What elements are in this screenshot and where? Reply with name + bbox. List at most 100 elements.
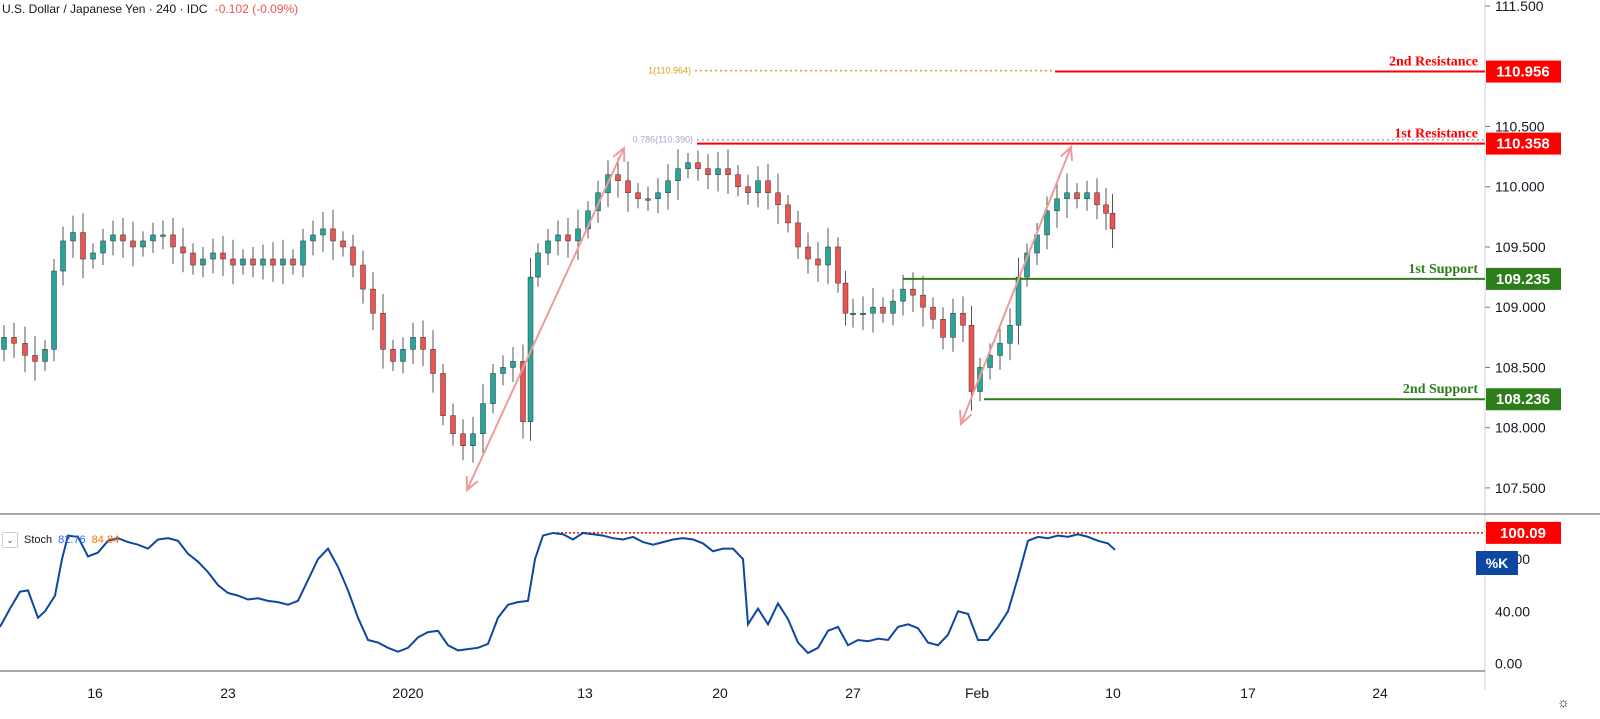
fib-level-label: 0.786(110.390) bbox=[633, 135, 693, 145]
candle-up bbox=[665, 180, 671, 194]
candle-up bbox=[480, 403, 486, 434]
candle-down bbox=[80, 232, 86, 260]
candle-down bbox=[930, 306, 936, 320]
candle-down bbox=[450, 415, 456, 434]
candle-down bbox=[380, 312, 386, 350]
candle-down bbox=[270, 258, 276, 266]
candle-down bbox=[120, 234, 126, 242]
settings-gear-icon[interactable]: ☼ bbox=[1557, 694, 1570, 710]
candle-up bbox=[987, 355, 993, 368]
candle-down bbox=[960, 312, 966, 326]
candle-up bbox=[500, 367, 506, 374]
candle-up bbox=[310, 234, 316, 242]
candle-down bbox=[968, 325, 975, 392]
candle-up bbox=[655, 192, 661, 200]
sr-price-tag-label: 110.358 bbox=[1496, 136, 1549, 153]
candle-down bbox=[420, 337, 426, 350]
time-axis-label: 10 bbox=[1105, 685, 1121, 701]
symbol-label: U.S. Dollar / Japanese Yen · 240 · IDC bbox=[2, 2, 208, 16]
candle-up bbox=[70, 232, 76, 242]
candle-down bbox=[340, 240, 346, 248]
candle-down bbox=[22, 343, 28, 356]
trend-arrow-line bbox=[960, 146, 1072, 425]
candle-down bbox=[330, 228, 336, 242]
time-axis-label: 13 bbox=[577, 685, 593, 701]
candle-up bbox=[685, 162, 691, 169]
candle-up bbox=[400, 349, 406, 362]
candle-down bbox=[775, 192, 781, 206]
candle-down bbox=[1109, 212, 1116, 230]
candle-up bbox=[160, 234, 166, 237]
candle-up bbox=[42, 349, 48, 362]
candle-down bbox=[440, 373, 446, 416]
candle-up bbox=[950, 312, 956, 338]
candle-up bbox=[825, 246, 831, 266]
price-axis-label: 109.000 bbox=[1495, 299, 1546, 315]
osc-axis-label: 40.00 bbox=[1495, 603, 1530, 619]
candle-up bbox=[510, 361, 516, 368]
candle-up bbox=[470, 433, 476, 446]
candle-up bbox=[110, 234, 116, 242]
price-axis-label: 109.500 bbox=[1495, 239, 1546, 255]
candle-up bbox=[260, 258, 266, 266]
candle-up bbox=[280, 258, 286, 266]
trend-arrow-line bbox=[466, 147, 625, 491]
candle-up bbox=[860, 312, 866, 315]
candle-up bbox=[755, 180, 761, 194]
trend-arrow-head bbox=[958, 409, 972, 427]
stoch-k-value: 82.76 bbox=[58, 534, 86, 546]
change-label: -0.102 (-0.09%) bbox=[214, 2, 299, 16]
candle-up bbox=[870, 306, 876, 314]
candle-down bbox=[815, 258, 821, 266]
candle-up bbox=[51, 270, 57, 350]
price-axis-label: 110.000 bbox=[1495, 179, 1545, 195]
time-axis-label: 20 bbox=[712, 685, 728, 701]
candle-up bbox=[1044, 210, 1050, 236]
sr-price-tag bbox=[1486, 267, 1561, 290]
candle-down bbox=[1103, 204, 1109, 214]
candle-down bbox=[220, 252, 226, 260]
candle-down bbox=[880, 306, 886, 314]
time-axis-label: 23 bbox=[220, 685, 236, 701]
trend-arrow-head bbox=[1060, 144, 1074, 162]
candle-down bbox=[170, 234, 176, 248]
candle-down bbox=[520, 361, 526, 422]
candle-up bbox=[1, 337, 7, 350]
candle-down bbox=[920, 294, 926, 308]
time-axis-label: Feb bbox=[965, 685, 989, 701]
candle-up bbox=[1084, 192, 1090, 200]
candle-down bbox=[350, 246, 356, 266]
candle-down bbox=[230, 258, 236, 266]
candle-down bbox=[835, 246, 841, 284]
candle-down bbox=[250, 258, 256, 266]
candle-up bbox=[900, 288, 906, 302]
candle-up bbox=[675, 168, 681, 181]
candle-down bbox=[190, 252, 196, 266]
candle-up bbox=[320, 228, 326, 236]
candle-up bbox=[555, 234, 561, 242]
sr-price-tag-label: 110.956 bbox=[1496, 64, 1549, 81]
collapse-icon[interactable]: ⌄ bbox=[2, 532, 18, 548]
candle-up bbox=[645, 198, 651, 201]
candle-up bbox=[575, 228, 581, 242]
candle-down bbox=[360, 264, 366, 290]
stoch-label: Stoch bbox=[24, 534, 53, 546]
candle-down bbox=[1094, 192, 1100, 206]
candle-up bbox=[850, 312, 856, 315]
candle-down bbox=[695, 162, 701, 169]
sr-level-name: 1st Resistance bbox=[1394, 127, 1478, 142]
stoch-k-tag-label: %K bbox=[1486, 555, 1509, 571]
stoch-level-tag bbox=[1486, 521, 1561, 544]
candle-down bbox=[370, 288, 376, 314]
candle-up bbox=[595, 192, 601, 212]
candle-down bbox=[735, 174, 741, 187]
candle-down bbox=[290, 258, 296, 266]
candle-down bbox=[785, 204, 791, 224]
candle-down bbox=[615, 174, 621, 181]
candle-up bbox=[977, 367, 983, 392]
price-axis-label: 108.000 bbox=[1495, 420, 1546, 436]
candle-down bbox=[635, 192, 641, 200]
candle-up bbox=[300, 240, 306, 266]
price-axis-label: 110.500 bbox=[1495, 118, 1545, 134]
